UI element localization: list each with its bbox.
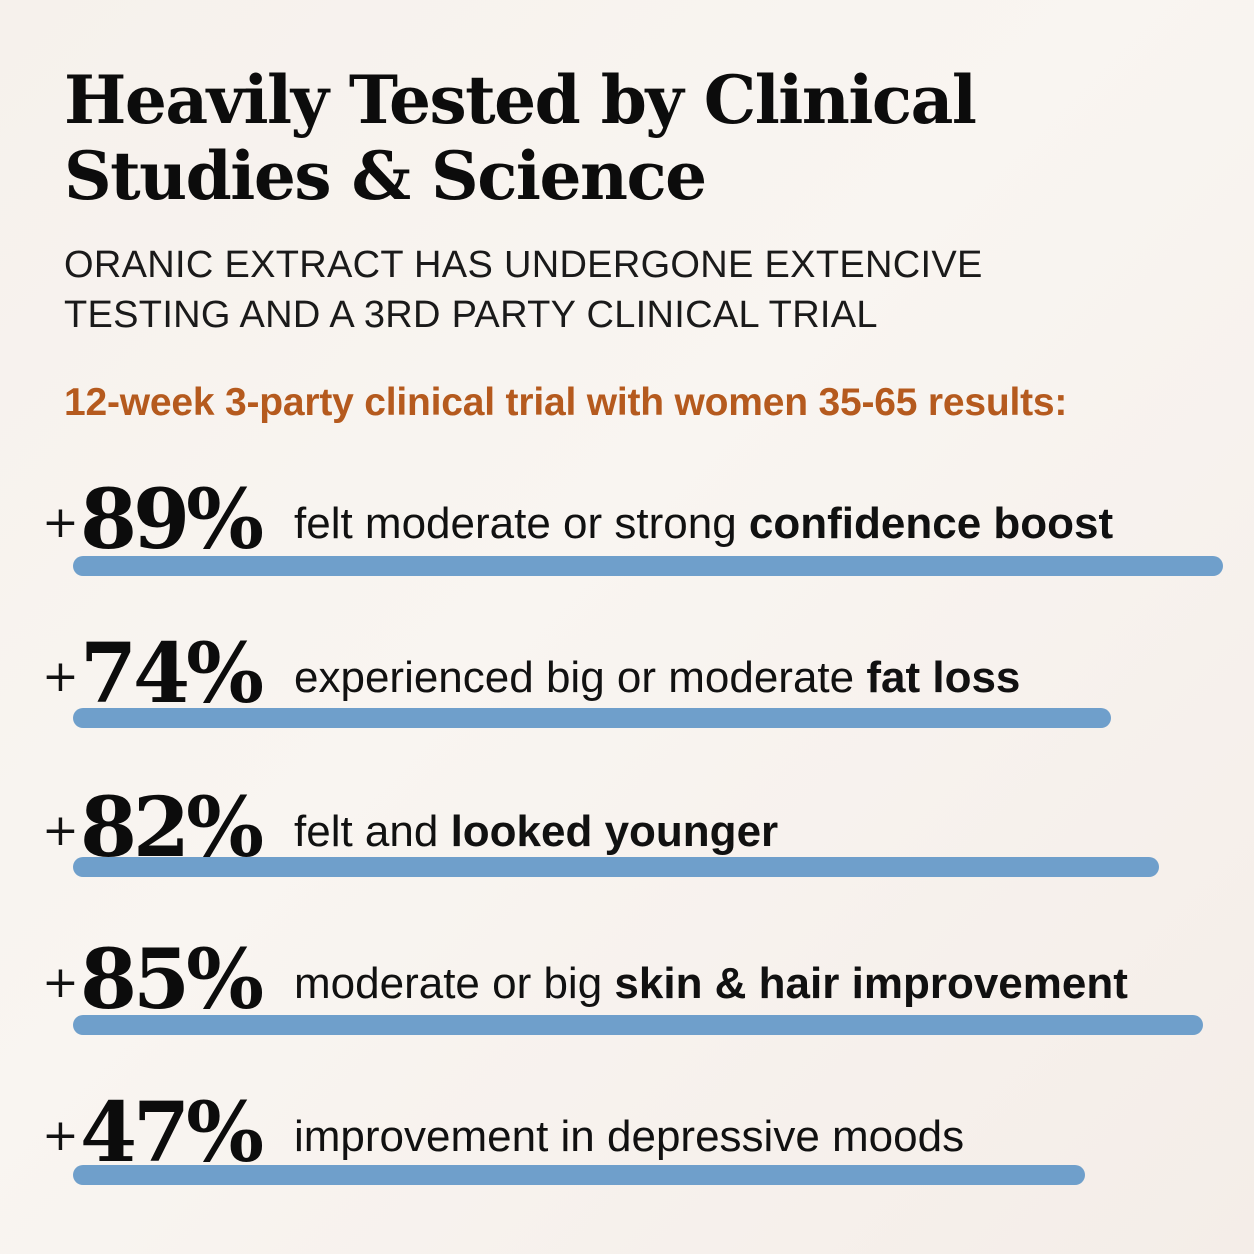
stat-text: moderate or big: [294, 959, 615, 1008]
stat-underline-bar: [73, 1015, 1203, 1035]
title-line-1: Heavily Tested by Clinical: [64, 61, 977, 139]
stat-percent: 89%: [80, 472, 264, 568]
stat-description: felt and looked younger: [294, 804, 778, 860]
plus-sign: +: [42, 651, 79, 702]
stat-description: improvement in depressive moods: [294, 1109, 964, 1165]
plus-sign: +: [42, 497, 79, 548]
title-line-2: Studies & Science: [64, 137, 707, 215]
stat-description: experienced big or moderate fat loss: [294, 650, 1020, 706]
stat-highlight: fat loss: [866, 653, 1021, 702]
stat-text: felt and: [294, 807, 451, 856]
stat-underline-bar: [73, 708, 1111, 728]
plus-sign: +: [42, 805, 79, 856]
subtitle-line-1: ORANIC EXTRACT HAS UNDERGONE EXTENCIVE: [64, 244, 983, 286]
stat-highlight: skin & hair improvement: [614, 959, 1128, 1008]
subtitle-line-2: TESTING AND A 3RD PARTY CLINICAL TRIAL: [64, 294, 878, 336]
stat-text: improvement in depressive moods: [294, 1112, 965, 1161]
stat-underline-bar: [73, 556, 1223, 576]
stat-description: moderate or big skin & hair improvement: [294, 956, 1128, 1012]
plus-sign: +: [42, 1110, 79, 1161]
stat-highlight: looked younger: [450, 807, 779, 856]
stat-percent: 74%: [80, 626, 264, 722]
trial-label: 12-week 3-party clinical trial with wome…: [64, 381, 1068, 424]
stat-text: experienced big or moderate: [294, 653, 867, 702]
stat-text: felt moderate or strong: [294, 499, 749, 548]
stat-highlight: confidence boost: [748, 499, 1114, 548]
stat-description: felt moderate or strong confidence boost: [294, 496, 1113, 552]
stat-underline-bar: [73, 857, 1159, 877]
subtitle: ORANIC EXTRACT HAS UNDERGONE EXTENCIVE T…: [64, 240, 983, 340]
stat-underline-bar: [73, 1165, 1085, 1185]
page-title: Heavily Tested by Clinical Studies & Sci…: [64, 61, 977, 215]
stat-percent: 85%: [80, 932, 264, 1028]
plus-sign: +: [42, 957, 79, 1008]
